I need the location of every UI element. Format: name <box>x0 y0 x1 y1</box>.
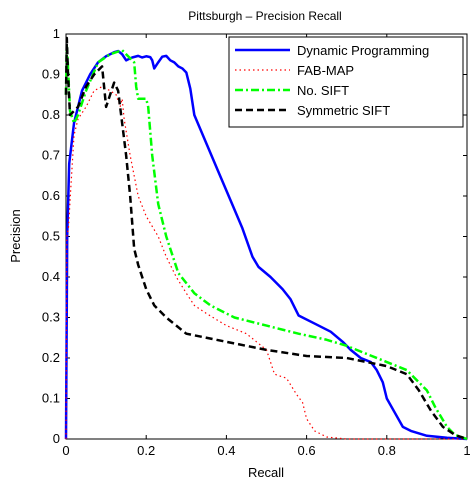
series-layer <box>64 36 468 441</box>
legend-box <box>228 36 464 128</box>
x-tick-label: 0.4 <box>217 443 235 458</box>
x-tick-label: 1 <box>463 443 470 458</box>
y-tick-label: 0.5 <box>42 229 60 244</box>
x-tick-label: 0.6 <box>298 443 316 458</box>
ticks: 0 0.2 0.4 0.6 0.8 1 0 0.1 0.2 0.3 0.4 0.5 0.6 0.7 0.8 0… <box>42 26 470 458</box>
y-tick-label: 0.6 <box>42 188 60 203</box>
y-tick-label: 0 <box>53 431 60 446</box>
y-tick-label: 0.4 <box>42 269 60 284</box>
y-tick-label: 0.8 <box>42 107 60 122</box>
series-line-4 <box>64 36 468 441</box>
y-tick-label: 0.7 <box>42 148 60 163</box>
legend-label-4: Symmetric SIFT <box>297 103 390 118</box>
legend: Dynamic Programming FAB-MAP No. SIFT Symmet… <box>228 36 464 128</box>
y-axis-label: Precision <box>8 209 23 262</box>
x-axis-label: Recall <box>248 465 284 480</box>
y-tick-label: 1 <box>53 26 60 41</box>
x-tick-label: 0.2 <box>137 443 155 458</box>
series-line-3 <box>64 44 468 441</box>
y-tick-label: 0.3 <box>42 310 60 325</box>
legend-label-3: No. SIFT <box>297 83 349 98</box>
chart-title: Pittsburgh – Precision Recall <box>188 9 341 23</box>
legend-label-1: Dynamic Programming <box>297 43 429 58</box>
y-tick-label: 0.1 <box>42 391 60 406</box>
legend-label-2: FAB-MAP <box>297 63 354 78</box>
x-tick-label: 0.8 <box>378 443 396 458</box>
y-tick-label: 0.9 <box>42 67 60 82</box>
x-tick-label: 0 <box>62 443 69 458</box>
y-tick-label: 0.2 <box>42 350 60 365</box>
